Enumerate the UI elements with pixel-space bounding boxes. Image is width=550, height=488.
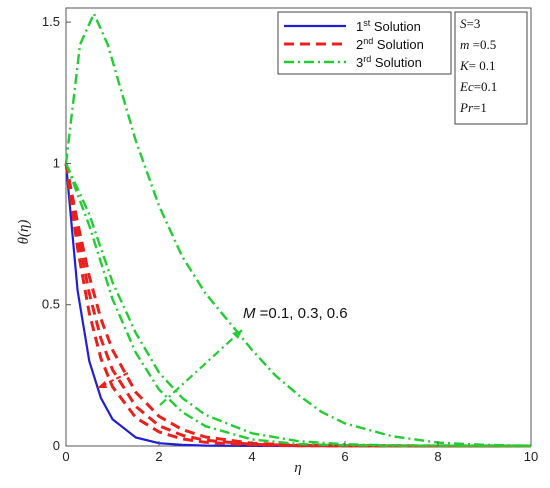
parameter-box-frame — [454, 11, 528, 125]
parameter-0: S=3 — [460, 16, 480, 31]
x-tick-label-4: 8 — [434, 449, 441, 464]
series-line-6 — [64, 12, 532, 447]
legend-label-2: 3rd Solution — [356, 54, 422, 70]
legend-entries: 1st Solution 2nd Solution 3rd Solution — [284, 18, 424, 70]
y-axis-label: θ(η) — [16, 220, 32, 245]
annotation-arrowhead-1 — [232, 330, 242, 339]
legend-box — [277, 11, 452, 75]
x-tick-label-1: 2 — [155, 449, 162, 464]
series-line-2 — [64, 163, 532, 448]
annotation: M =0.1, 0.3, 0.6 — [97, 305, 348, 406]
x-tick-label-5: 10 — [524, 449, 538, 464]
y-tick-label-3: 1.5 — [42, 14, 60, 29]
y-tick-label-1: 0.5 — [42, 297, 60, 312]
annotation-var: M — [243, 305, 256, 322]
series-line-5 — [64, 162, 532, 448]
parameter-entries: S=3 m =0.5 K= 0.1 Ec=0.1 Pr=1 — [459, 16, 497, 115]
annotation-arrowhead-2 — [97, 381, 107, 388]
parameter-3: Ec=0.1 — [459, 79, 497, 94]
parameter-1: m =0.5 — [460, 37, 496, 52]
y-tick-label-2: 1 — [53, 155, 60, 170]
annotation-label: M =0.1, 0.3, 0.6 — [243, 305, 348, 322]
parameter-box: S=3 m =0.5 K= 0.1 Ec=0.1 Pr=1 — [454, 11, 528, 125]
parameter-2: K= 0.1 — [459, 58, 496, 73]
legend: 1st Solution 2nd Solution 3rd Solution — [277, 11, 452, 75]
series-layer — [64, 12, 532, 448]
x-tick-label-2: 4 — [248, 449, 255, 464]
y-tick-label-0: 0 — [53, 438, 60, 453]
annotation-arrow-1 — [159, 329, 243, 406]
legend-label-1: 2nd Solution — [356, 36, 424, 52]
parameter-4: Pr=1 — [459, 100, 487, 115]
annotation-values: =0.1, 0.3, 0.6 — [256, 305, 348, 322]
x-tick-label-0: 0 — [62, 449, 69, 464]
plot-area: 0 2 4 6 8 10 0 0.5 1 1.5 — [42, 7, 538, 464]
x-axis-label: η — [294, 460, 301, 476]
ticks-layer: 0 2 4 6 8 10 0 0.5 1 1.5 — [42, 14, 538, 464]
legend-label-0: 1st Solution — [356, 18, 421, 34]
x-tick-label-3: 6 — [341, 449, 348, 464]
